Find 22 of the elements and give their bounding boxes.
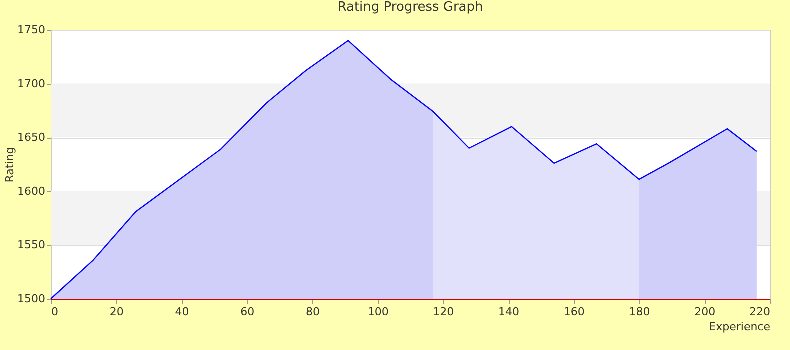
y-tick-label: 1550 bbox=[18, 238, 46, 252]
x-tick-label: 220 bbox=[750, 306, 770, 318]
line-series bbox=[50, 40, 758, 300]
x-tick-label: 160 bbox=[564, 306, 585, 318]
x-tick-label: 140 bbox=[498, 306, 520, 318]
x-tick-label: 80 bbox=[306, 306, 320, 318]
x-tick-label: 100 bbox=[368, 306, 389, 318]
y-axis-title: Rating bbox=[4, 147, 17, 183]
x-tick-label: 60 bbox=[240, 306, 255, 318]
y-tick-label: 1600 bbox=[18, 184, 46, 198]
y-tick-label: 1650 bbox=[18, 131, 46, 144]
y-tick-label: 1750 bbox=[18, 24, 46, 36]
x-tick-label: 200 bbox=[694, 306, 716, 318]
x-tick-label: 20 bbox=[110, 306, 124, 318]
x-tick-label: 180 bbox=[629, 306, 650, 318]
x-tick-label: 0 bbox=[52, 306, 58, 318]
chart-title: Rating Progress Graph bbox=[338, 0, 484, 15]
x-axis-title: Experience bbox=[709, 320, 771, 334]
y-tick-label: 1700 bbox=[18, 77, 46, 90]
x-tick-label: 40 bbox=[175, 306, 190, 318]
y-tick-label: 1500 bbox=[18, 292, 46, 306]
x-tick-label: 120 bbox=[433, 306, 454, 318]
